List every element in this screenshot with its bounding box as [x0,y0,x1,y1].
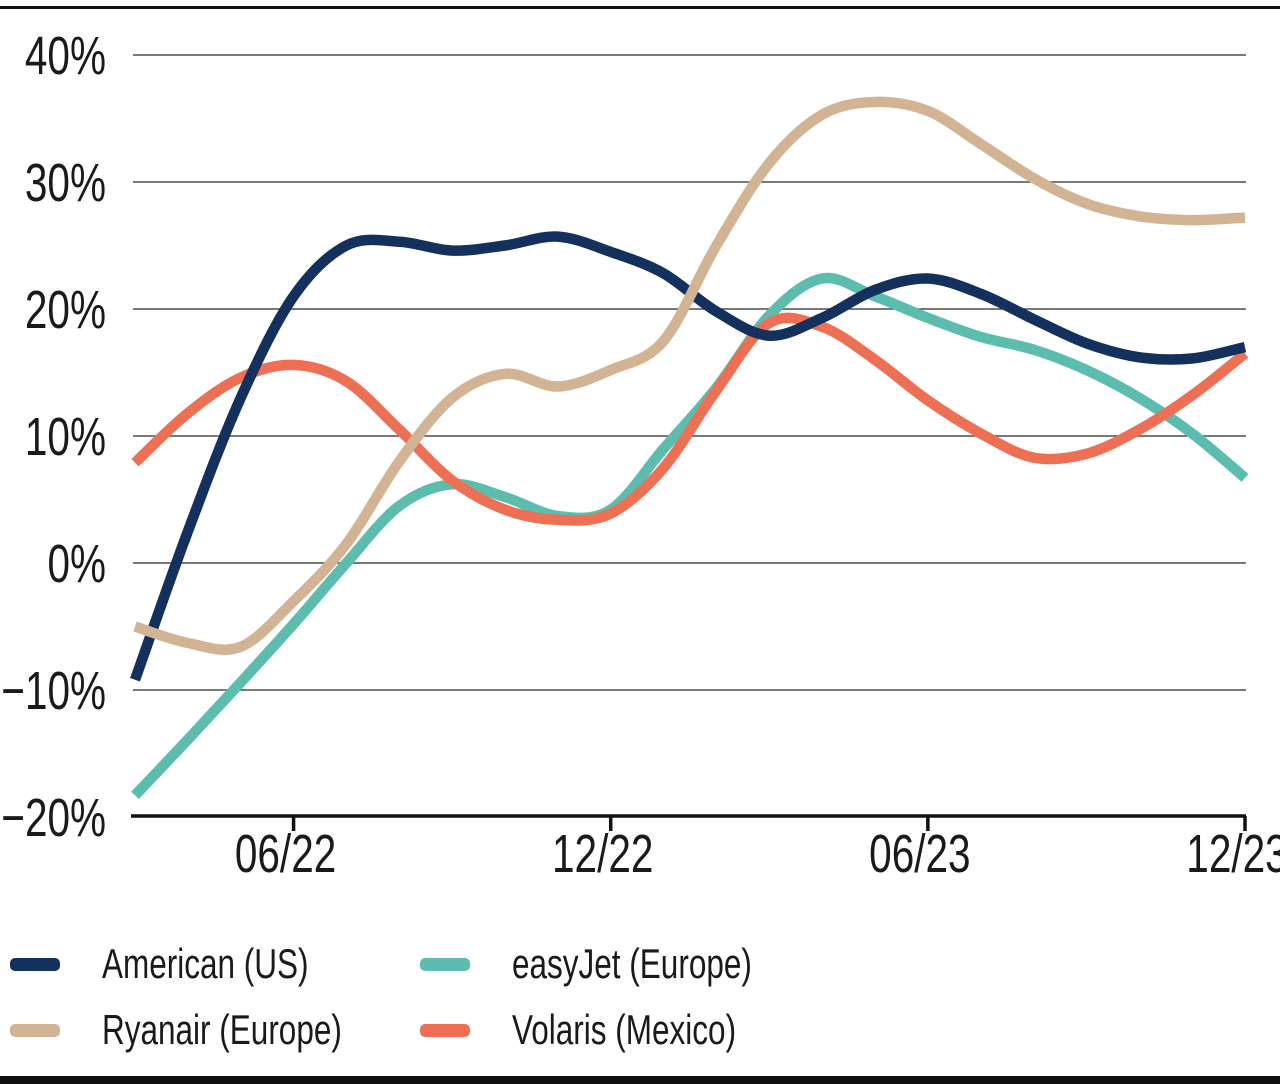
legend-swatch-volaris [420,1023,470,1037]
series-line-ryanair [133,96,1246,655]
legend-item-ryanair: Ryanair (Europe) [10,1004,420,1056]
legend-swatch-ryanair [10,1023,60,1037]
legend-label-easyjet: easyJet (Europe) [512,940,752,987]
legend-label-volaris: Volaris (Mexico) [512,1006,737,1053]
y-tick-label: −20% [1,788,106,848]
x-tick-label: 12/23 [1186,824,1280,884]
legend-swatch-american [10,957,60,971]
y-tick-label: 40% [25,26,106,86]
x-tick-label: 06/22 [235,824,336,884]
legend-item-american: American (US) [10,938,420,990]
legend-label-american: American (US) [102,940,309,987]
y-tick-label: −10% [1,661,106,721]
legend-item-easyjet: easyJet (Europe) [420,938,832,990]
legend: American (US) easyJet (Europe) Ryanair (… [10,938,832,1056]
y-tick-label: 30% [25,153,106,213]
top-rule [0,6,1280,9]
x-tick-label: 06/23 [869,824,970,884]
legend-item-volaris: Volaris (Mexico) [420,1004,832,1056]
y-tick-label: 20% [25,280,106,340]
bottom-rule [0,1076,1280,1084]
series-line-volaris [131,312,1249,526]
legend-label-ryanair: Ryanair (Europe) [102,1006,342,1053]
y-tick-label: 10% [25,407,106,467]
series-line-easyjet [131,272,1249,800]
x-tick-label: 12/22 [552,824,653,884]
y-tick-label: 0% [48,534,107,594]
legend-swatch-easyjet [420,957,470,971]
series-line-american [130,231,1247,682]
